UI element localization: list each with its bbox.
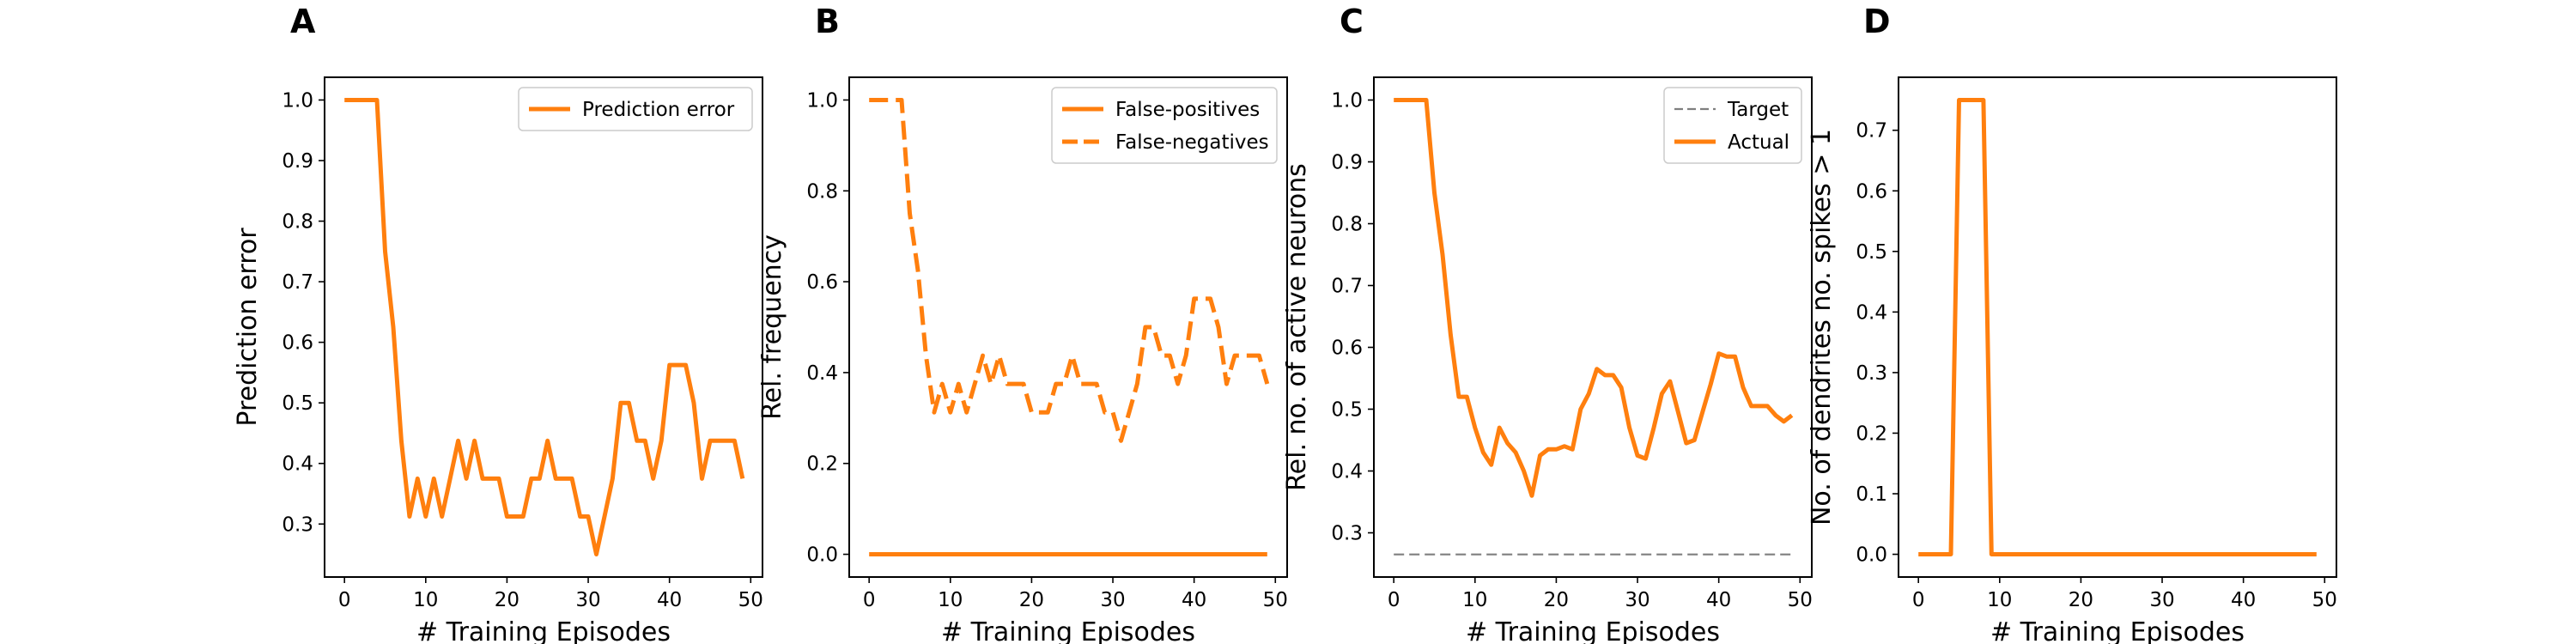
x-tick-label: 40 [1182, 589, 1206, 611]
y-tick-label: 0.3 [282, 513, 313, 536]
y-tick-label: 0.5 [1331, 399, 1363, 422]
y-tick-label: 0.9 [282, 150, 313, 173]
y-tick-label: 0.6 [806, 271, 838, 294]
y-tick-label: 1.0 [1331, 89, 1363, 112]
panel-c: C 0 10 20 30 40 50 0.3 0.4 0.5 0.6 0.7 0.8 0.9 1.0 # T… [1282, 3, 1813, 644]
y-tick-label: 0.6 [282, 332, 313, 355]
y-tick-label: 0.1 [1856, 483, 1887, 506]
y-tick-label: 0.2 [806, 453, 838, 476]
x-tick-label: 10 [413, 589, 438, 611]
x-tick-label: 10 [938, 589, 963, 611]
x-tick-label: 20 [1019, 589, 1044, 611]
x-tick-label: 30 [575, 589, 600, 611]
x-tick-label: 0 [863, 589, 876, 611]
axes-frame [324, 76, 763, 578]
y-axis-label: Prediction error [233, 228, 263, 427]
y-axis-label: No. of dendrites no. spikes > 1 [1807, 129, 1837, 526]
y-axis-label: Rel. no. of active neurons [1282, 163, 1312, 491]
x-tick-label: 0 [1388, 589, 1400, 611]
x-axis-label: # Training Episodes [941, 617, 1195, 644]
y-tick-label: 0.3 [1856, 362, 1887, 385]
x-tick-label: 40 [657, 589, 682, 611]
series-line-prediction-error [344, 98, 745, 556]
y-tick-label: 0.9 [1331, 152, 1363, 174]
y-tick-label: 0.8 [806, 180, 838, 203]
plot-area-c: 0 10 20 30 40 50 0.3 0.4 0.5 0.6 0.7 0.8 0.9 1.0 # Tra… [1282, 76, 1813, 644]
legend-label: False-positives [1115, 99, 1260, 121]
panel-b: B 0 10 20 30 40 50 0.0 0.2 0.4 0.6 0.8 1.0 # Trainin… [757, 3, 1288, 644]
panel-letter-b: B [815, 3, 840, 40]
legend-label: Prediction error [582, 99, 735, 121]
x-tick-label: 20 [2069, 589, 2093, 611]
legend-label: Target [1727, 99, 1789, 121]
legend-label: Actual [1728, 131, 1789, 154]
y-tick-label: 0.4 [1331, 461, 1363, 483]
y-tick-label: 0.3 [1331, 523, 1363, 545]
y-tick-label: 1.0 [282, 89, 313, 112]
y-tick-label: 0.6 [1331, 337, 1363, 360]
x-tick-label: 40 [1706, 589, 1731, 611]
legend-box [1663, 87, 1802, 164]
panel-letter-a: A [290, 3, 316, 40]
series-line-false-negatives [869, 98, 1270, 443]
y-tick-label: 0.7 [1331, 276, 1363, 298]
y-tick-label: 0.7 [282, 271, 313, 294]
y-tick-label: 0.5 [282, 392, 313, 415]
panel-d: D 0 10 20 30 40 50 0.0 0.1 0.2 0.3 0.4 0.5 0.6 0.7 # T… [1807, 3, 2337, 644]
axes-frame [1898, 76, 2337, 578]
x-axis-label: # Training Episodes [1990, 617, 2245, 644]
x-axis-label: # Training Episodes [416, 617, 671, 644]
legend-box [1051, 87, 1278, 164]
y-tick-label: 0.8 [1331, 214, 1363, 236]
plot-area-a: 0 10 20 30 40 50 0.3 0.4 0.5 0.6 0.7 0.8 0.9 1.0 # Tra… [233, 76, 763, 644]
x-tick-label: 20 [495, 589, 519, 611]
x-axis-label: # Training Episodes [1466, 617, 1720, 644]
legend-label: False-negatives [1115, 131, 1269, 154]
y-tick-label: 0.0 [1856, 544, 1887, 567]
x-tick-label: 0 [338, 589, 351, 611]
plot-area-b: 0 10 20 30 40 50 0.0 0.2 0.4 0.6 0.8 1.0 # Training … [757, 76, 1288, 644]
x-tick-label: 50 [738, 589, 763, 611]
y-axis-label: Rel. frequency [757, 234, 787, 420]
x-tick-label: 30 [2149, 589, 2174, 611]
y-tick-label: 0.7 [1856, 120, 1887, 143]
y-tick-label: 0.4 [1856, 301, 1887, 324]
x-tick-label: 40 [2231, 589, 2256, 611]
x-tick-label: 30 [1625, 589, 1649, 611]
x-tick-label: 50 [1263, 589, 1288, 611]
x-tick-label: 10 [1462, 589, 1487, 611]
series-line-actual [1394, 98, 1794, 498]
legend-box [518, 87, 753, 131]
panel-letter-d: D [1863, 3, 1891, 40]
axes-frame [1373, 76, 1813, 578]
y-tick-label: 0.4 [282, 453, 313, 476]
x-tick-label: 50 [2312, 589, 2337, 611]
x-tick-label: 10 [1987, 589, 2012, 611]
x-tick-label: 50 [1788, 589, 1813, 611]
x-tick-label: 30 [1100, 589, 1125, 611]
x-tick-label: 0 [1912, 589, 1925, 611]
plot-area-d: 0 10 20 30 40 50 0.0 0.1 0.2 0.3 0.4 0.5 0.6 0.7 # Tra… [1807, 76, 2337, 644]
axes-frame [848, 76, 1288, 578]
y-tick-label: 0.8 [282, 211, 313, 234]
y-tick-label: 1.0 [806, 89, 838, 112]
series-line-main [1918, 98, 2317, 556]
panel-letter-c: C [1340, 3, 1364, 40]
y-tick-label: 0.4 [806, 362, 838, 385]
y-tick-label: 0.5 [1856, 241, 1887, 264]
y-tick-label: 0.0 [806, 544, 838, 567]
y-tick-label: 0.6 [1856, 180, 1887, 203]
x-tick-label: 20 [1544, 589, 1569, 611]
panel-a: A 0 10 20 30 40 50 0.3 0.4 0.5 0.6 0.7 0.8 0.9 1.0 # T… [233, 3, 763, 644]
y-tick-label: 0.2 [1856, 422, 1887, 445]
